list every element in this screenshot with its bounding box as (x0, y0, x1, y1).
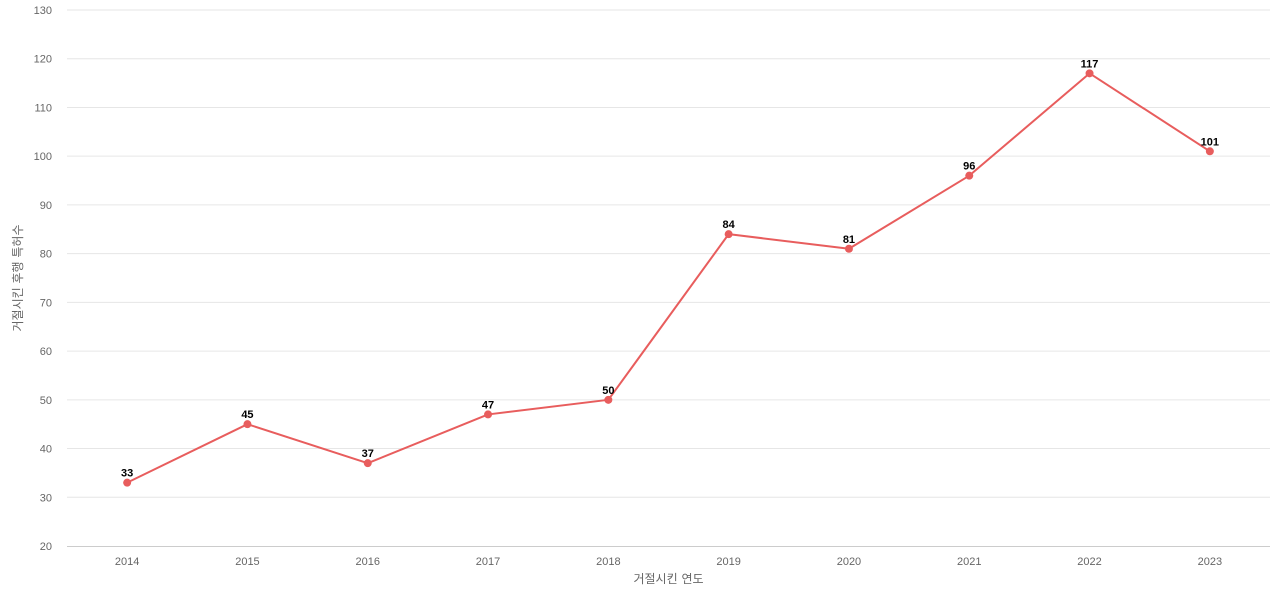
y-axis-ticks: 20 30 40 50 60 70 80 90 100 110 120 130 (34, 5, 52, 553)
x-tick-label-2021: 2021 (957, 556, 981, 568)
x-tick-label-2015: 2015 (235, 556, 259, 568)
data-label-2018: 50 (602, 385, 614, 397)
data-label-2016: 37 (362, 448, 374, 460)
y-tick-label-110: 110 (34, 102, 52, 114)
data-point-2023[interactable] (1205, 147, 1214, 156)
gridlines (67, 9, 1270, 498)
x-axis-title: 거절시킨 연도 (633, 572, 703, 586)
x-axis-ticks: 2014 2015 2016 2017 2018 2019 2020 2021 2022 2023 (115, 556, 1222, 568)
data-point-2021[interactable] (965, 171, 974, 180)
data-label-2019: 84 (723, 219, 736, 231)
x-tick-label-2014: 2014 (115, 556, 139, 568)
data-point-2022[interactable] (1085, 69, 1094, 78)
x-tick-label-2017: 2017 (476, 556, 500, 568)
data-labels: 33 45 37 47 50 84 81 96 117 101 (121, 58, 1219, 479)
x-tick-label-2019: 2019 (716, 556, 740, 568)
data-point-2020[interactable] (844, 244, 853, 253)
y-tick-label-20: 20 (40, 541, 52, 553)
data-point-2017[interactable] (484, 410, 493, 419)
data-label-2014: 33 (121, 468, 133, 480)
data-point-2014[interactable] (123, 478, 132, 487)
data-label-2022: 117 (1081, 58, 1099, 70)
y-tick-label-130: 130 (34, 5, 52, 17)
data-label-2015: 45 (241, 409, 253, 421)
data-point-2019[interactable] (724, 230, 733, 239)
y-axis-title: 거절시킨 후행 특허수 (10, 225, 25, 332)
y-tick-label-30: 30 (40, 492, 52, 504)
x-tick-label-2018: 2018 (596, 556, 620, 568)
y-tick-label-60: 60 (40, 346, 52, 358)
y-tick-label-50: 50 (40, 395, 52, 407)
x-tick-label-2020: 2020 (837, 556, 861, 568)
x-tick-label-2023: 2023 (1198, 556, 1222, 568)
data-label-2017: 47 (482, 399, 494, 411)
y-tick-label-100: 100 (34, 151, 52, 163)
data-label-2023: 101 (1201, 136, 1219, 148)
y-tick-label-40: 40 (40, 444, 52, 456)
series-layer (123, 69, 1214, 487)
data-point-2016[interactable] (363, 459, 372, 468)
data-point-2018[interactable] (604, 395, 613, 404)
y-tick-label-70: 70 (40, 297, 52, 309)
data-point-2015[interactable] (243, 420, 252, 429)
y-tick-label-80: 80 (40, 249, 52, 261)
series-line-0 (126, 72, 1211, 484)
data-label-2021: 96 (963, 161, 975, 173)
y-tick-label-120: 120 (34, 54, 52, 66)
data-label-2020: 81 (843, 234, 855, 246)
y-tick-label-90: 90 (40, 200, 52, 212)
x-tick-label-2022: 2022 (1077, 556, 1101, 568)
x-tick-label-2016: 2016 (356, 556, 380, 568)
